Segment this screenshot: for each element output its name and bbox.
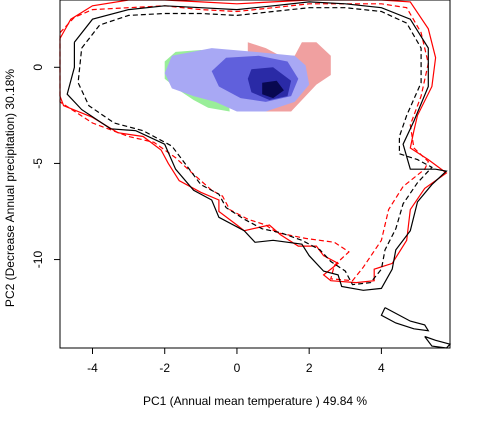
x-tick-label: 4: [378, 361, 385, 375]
contour-line-2: [66, 1, 448, 291]
y-tick-label: -5: [31, 158, 45, 169]
contour-lines: [59, 0, 452, 349]
x-tick-label: 2: [306, 361, 313, 375]
density-region-5: [262, 80, 284, 99]
contour-line-3: [77, 7, 433, 286]
contour-line-4: [380, 307, 430, 332]
x-axis: -4 -2 0 2 4: [87, 347, 385, 375]
x-tick-label: -2: [159, 361, 170, 375]
y-axis: 0 -5 -10: [31, 64, 61, 269]
x-tick-label: -4: [87, 361, 98, 375]
density-regions: [164, 42, 331, 112]
x-tick-label: 0: [234, 361, 241, 375]
contour-line-1: [59, 3, 430, 282]
y-axis-title: PC2 (Decrease Annual precipitation) 30.1…: [3, 69, 17, 307]
x-axis-title: PC1 (Annual mean temperature ) 49.84 %: [143, 394, 367, 408]
y-tick-label: 0: [31, 64, 45, 71]
contour-line-5: [424, 335, 452, 349]
y-tick-label: -10: [31, 251, 45, 269]
contour-line-0: [59, 0, 448, 284]
